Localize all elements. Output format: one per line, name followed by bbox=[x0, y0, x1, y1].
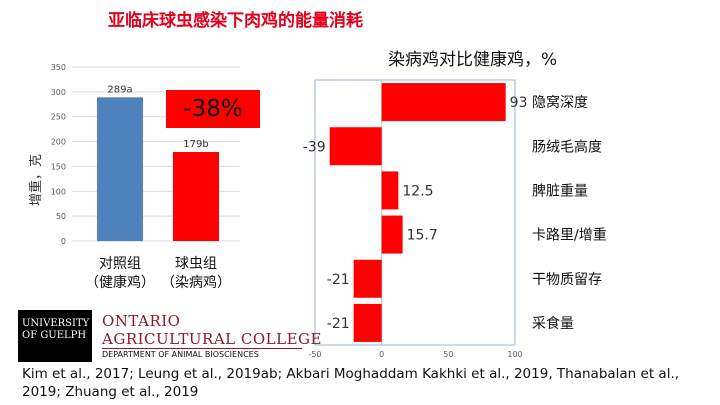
x-tick-label: -50 bbox=[308, 350, 321, 359]
bar bbox=[353, 303, 382, 342]
bar bbox=[381, 83, 506, 122]
x-tick-label: 0 bbox=[379, 350, 384, 359]
weight-gain-chart: 0 50 100 150 200 250 300 350 289a 179b 增重，克 bbox=[28, 63, 240, 246]
slide-title: 亚临床球虫感染下肉鸡的能量消耗 bbox=[108, 11, 363, 31]
x-tick-label: 100 bbox=[507, 350, 522, 359]
y-tick-label: 300 bbox=[51, 88, 66, 97]
right-chart-data-labels: 93 -39 12.5 15.7 -21 -21 bbox=[303, 95, 528, 332]
right-chart-bars bbox=[329, 83, 506, 342]
category-label: 卡路里/增重 bbox=[532, 228, 607, 244]
percent-change-callout: -38% bbox=[166, 90, 260, 128]
relative-change-chart: 93 -39 12.5 15.7 -21 -21 -50 0 50 100 隐窝深度肠绒毛高度脾… bbox=[303, 79, 607, 359]
data-label: -21 bbox=[327, 316, 350, 332]
data-label: 289a bbox=[107, 84, 132, 95]
category-label: 对照组 bbox=[99, 256, 141, 272]
bar bbox=[353, 259, 382, 298]
college-divider bbox=[102, 348, 302, 349]
department-name: DEPARTMENT OF ANIMAL BIOSCIENCES bbox=[102, 350, 259, 359]
category-label: 球虫组 bbox=[175, 256, 217, 272]
college-name-line-2: AGRICULTURAL COLLEGE bbox=[102, 330, 322, 348]
category-label: 隐窝深度 bbox=[532, 94, 588, 111]
y-tick-label: 50 bbox=[56, 212, 66, 221]
y-tick-label: 250 bbox=[51, 113, 66, 122]
y-tick-label: 200 bbox=[51, 138, 66, 147]
logo-line-1: UNIVERSITY bbox=[22, 318, 90, 329]
data-label: 12.5 bbox=[402, 183, 433, 199]
category-label: 干物质留存 bbox=[532, 272, 602, 288]
left-chart-data-labels: 289a 179b bbox=[107, 84, 208, 150]
x-tick-label: 50 bbox=[443, 350, 453, 359]
category-label: 肠绒毛高度 bbox=[532, 138, 602, 155]
y-tick-label: 0 bbox=[61, 237, 66, 246]
data-label: 179b bbox=[183, 139, 208, 150]
y-tick-label: 150 bbox=[51, 162, 66, 171]
citation: Kim et al., 2017; Leung et al., 2019ab; … bbox=[22, 366, 680, 400]
data-label: -21 bbox=[327, 272, 350, 288]
left-chart-bars bbox=[97, 97, 219, 241]
y-tick-label: 350 bbox=[51, 63, 66, 72]
bar bbox=[173, 152, 219, 241]
callout-text: -38% bbox=[183, 96, 243, 122]
bar bbox=[381, 171, 399, 210]
data-label: 93 bbox=[510, 95, 528, 111]
left-chart-y-ticks: 0 50 100 150 200 250 300 350 bbox=[51, 63, 66, 246]
right-chart-x-ticks: -50 0 50 100 bbox=[308, 350, 522, 359]
category-label: 脾脏重量 bbox=[532, 183, 588, 199]
left-chart-y-axis-label: 增重，克 bbox=[28, 154, 44, 206]
bar bbox=[329, 127, 382, 166]
category-label: 采食量 bbox=[532, 315, 574, 332]
bar bbox=[97, 97, 143, 241]
category-label: （染病鸡） bbox=[161, 275, 231, 291]
logo-line-2: OF GUELPH bbox=[22, 330, 87, 341]
category-label: （健康鸡） bbox=[85, 275, 155, 291]
college-name-line-1: ONTARIO bbox=[102, 312, 181, 330]
university-of-guelph-logo: UNIVERSITY OF GUELPH bbox=[18, 310, 92, 362]
right-chart-title: 染病鸡对比健康鸡，% bbox=[388, 50, 558, 70]
bar bbox=[381, 215, 403, 254]
plot-area-border bbox=[314, 79, 516, 346]
y-tick-label: 100 bbox=[51, 187, 66, 196]
data-label: -39 bbox=[303, 139, 326, 155]
data-label: 15.7 bbox=[407, 228, 438, 244]
